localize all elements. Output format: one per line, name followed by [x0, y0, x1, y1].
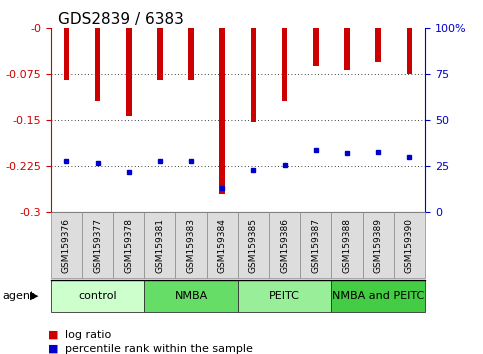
Bar: [113, 212, 144, 278]
Text: GSM159388: GSM159388: [342, 218, 352, 273]
Text: GSM159378: GSM159378: [124, 218, 133, 273]
Bar: [269, 212, 300, 278]
Text: ▶: ▶: [30, 291, 39, 301]
Text: GDS2839 / 6383: GDS2839 / 6383: [58, 12, 184, 27]
Bar: [51, 280, 144, 312]
Text: GSM159377: GSM159377: [93, 218, 102, 273]
Bar: [238, 212, 269, 278]
Text: ■: ■: [48, 330, 59, 339]
Bar: [188, 28, 194, 80]
Text: GSM159381: GSM159381: [156, 218, 164, 273]
Text: GSM159387: GSM159387: [312, 218, 320, 273]
Bar: [282, 28, 287, 101]
Bar: [407, 28, 412, 74]
Bar: [313, 28, 319, 66]
Text: GSM159390: GSM159390: [405, 218, 414, 273]
Bar: [238, 280, 331, 312]
Text: GSM159385: GSM159385: [249, 218, 258, 273]
Bar: [394, 212, 425, 278]
Bar: [300, 212, 331, 278]
Bar: [207, 212, 238, 278]
Bar: [63, 28, 69, 80]
Text: GSM159386: GSM159386: [280, 218, 289, 273]
Bar: [144, 212, 175, 278]
Text: GSM159383: GSM159383: [186, 218, 196, 273]
Text: NMBA: NMBA: [174, 291, 208, 301]
Bar: [219, 28, 225, 194]
Text: log ratio: log ratio: [65, 330, 112, 339]
Text: NMBA and PEITC: NMBA and PEITC: [332, 291, 425, 301]
Bar: [344, 28, 350, 70]
Text: control: control: [78, 291, 117, 301]
Bar: [375, 28, 381, 62]
Text: percentile rank within the sample: percentile rank within the sample: [65, 344, 253, 354]
Bar: [95, 28, 100, 101]
Text: GSM159389: GSM159389: [374, 218, 383, 273]
Bar: [331, 212, 363, 278]
Text: PEITC: PEITC: [269, 291, 300, 301]
Text: ■: ■: [48, 344, 59, 354]
Text: GSM159384: GSM159384: [218, 218, 227, 273]
Bar: [51, 212, 82, 278]
Bar: [251, 28, 256, 121]
Bar: [82, 212, 113, 278]
Bar: [126, 28, 131, 116]
Bar: [175, 212, 207, 278]
Bar: [331, 280, 425, 312]
Text: GSM159376: GSM159376: [62, 218, 71, 273]
Text: agent: agent: [2, 291, 35, 301]
Bar: [144, 280, 238, 312]
Bar: [363, 212, 394, 278]
Bar: [157, 28, 163, 80]
